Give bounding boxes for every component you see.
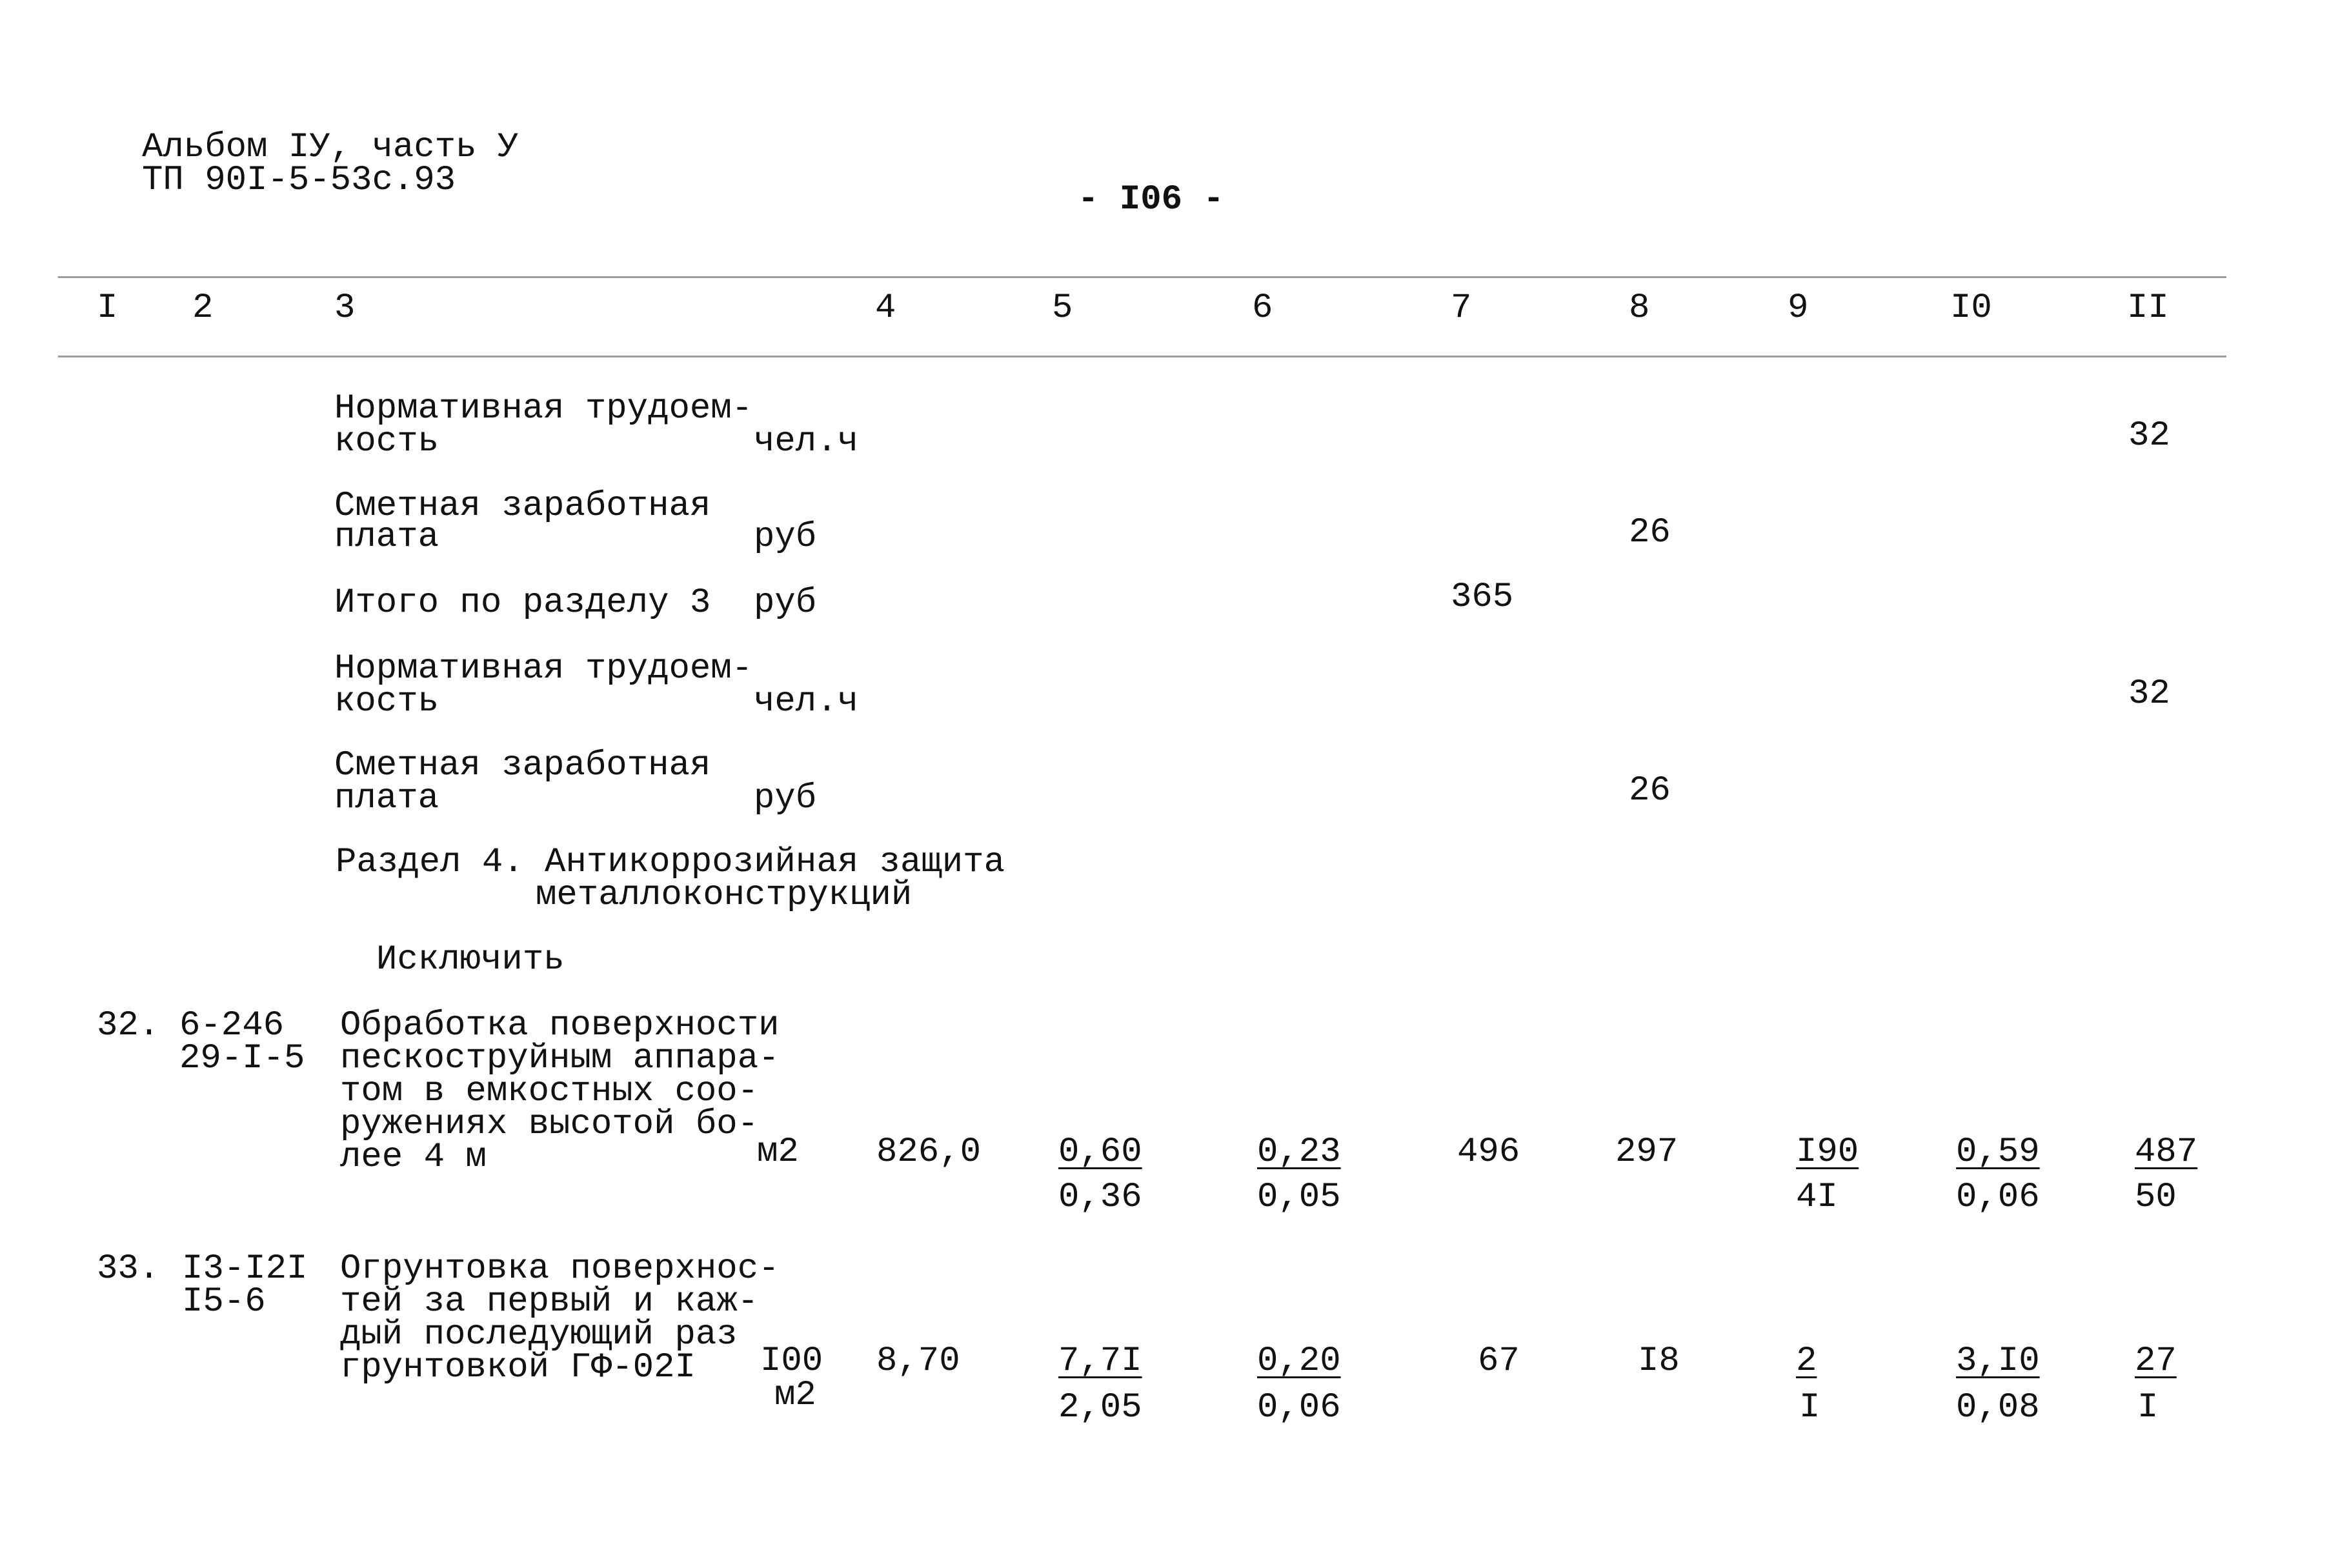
summary-unit: чел.ч <box>754 422 859 461</box>
unit-secondary: м2 <box>774 1376 816 1415</box>
album-title: Альбом IУ, часть У <box>142 128 519 167</box>
unit: I00 <box>760 1342 823 1381</box>
column-header: 6 <box>1252 288 1273 328</box>
summary-label: Нормативная трудоем- <box>334 389 753 428</box>
col8-value: I8 <box>1638 1342 1680 1381</box>
work-description: Огрунтовка поверхнос- тей за первый и ка… <box>340 1249 780 1387</box>
summary-value: 32 <box>2128 674 2170 714</box>
col11-bottom: I <box>2137 1388 2159 1427</box>
quantity: 826,0 <box>876 1132 982 1172</box>
column-header: 5 <box>1052 288 1073 328</box>
summary-value: 26 <box>1629 513 1671 552</box>
table-header-rule <box>58 356 2226 357</box>
summary-unit: руб <box>754 518 817 557</box>
rate-code: 6-246 <box>179 1006 285 1045</box>
exclude-label: Исключить <box>376 940 565 980</box>
summary-unit: руб <box>754 583 817 623</box>
summary-label: Нормативная трудоем- <box>334 649 753 689</box>
col5-bottom: 2,05 <box>1058 1388 1142 1427</box>
work-description: Обработка поверхности пескоструйным аппа… <box>340 1006 780 1177</box>
col9-top: 2 <box>1796 1342 1817 1381</box>
unit: м2 <box>757 1132 799 1172</box>
quantity: 8,70 <box>876 1342 960 1381</box>
col9-bottom: I <box>1799 1388 1820 1427</box>
summary-value: 26 <box>1629 771 1671 810</box>
row-number: 32. <box>97 1006 160 1045</box>
project-code: ТП 90I-5-53с.93 <box>142 161 456 200</box>
col6-bottom: 0,05 <box>1257 1178 1341 1217</box>
col7-value: 496 <box>1457 1132 1520 1172</box>
col9-bottom: 4I <box>1796 1178 1838 1217</box>
rate-code-secondary: I5-6 <box>182 1282 266 1322</box>
column-header: 4 <box>875 288 896 328</box>
table-top-rule <box>58 276 2226 278</box>
summary-label: кость <box>334 682 439 721</box>
col6-top: 0,20 <box>1257 1342 1341 1381</box>
section-title-continued: металлоконструкций <box>536 876 912 915</box>
column-header: 8 <box>1629 288 1650 328</box>
summary-label: плата <box>334 518 439 557</box>
col11-top: 27 <box>2135 1342 2177 1381</box>
column-header: II <box>2127 288 2169 328</box>
summary-value: 365 <box>1451 578 1514 617</box>
page-number: - I06 - <box>1078 180 1224 219</box>
summary-label: Сметная заработная <box>334 746 711 785</box>
column-header: I <box>97 288 118 328</box>
summary-label: Сметная заработная <box>334 487 711 526</box>
col5-top: 7,7I <box>1058 1342 1142 1381</box>
column-header: 2 <box>192 288 214 328</box>
rate-code-secondary: 29-I-5 <box>179 1039 305 1078</box>
col10-bottom: 0,08 <box>1956 1388 2040 1427</box>
col11-bottom: 50 <box>2135 1178 2177 1217</box>
col5-bottom: 0,36 <box>1058 1178 1142 1217</box>
summary-label: Итого по разделу 3 <box>334 583 711 623</box>
summary-label: плата <box>334 779 439 818</box>
row-number: 33. <box>97 1249 160 1289</box>
column-header: 3 <box>334 288 356 328</box>
section-title: Раздел 4. Антикоррозийная защита <box>336 843 1005 882</box>
col10-top: 3,I0 <box>1956 1342 2040 1381</box>
summary-unit: чел.ч <box>754 682 859 721</box>
col6-top: 0,23 <box>1257 1132 1341 1172</box>
summary-unit: руб <box>754 779 817 818</box>
col7-value: 67 <box>1478 1342 1520 1381</box>
col9-top: I90 <box>1796 1132 1859 1172</box>
col5-top: 0,60 <box>1058 1132 1142 1172</box>
col8-value: 297 <box>1615 1132 1679 1172</box>
col10-bottom: 0,06 <box>1956 1178 2040 1217</box>
col10-top: 0,59 <box>1956 1132 2040 1172</box>
column-header: I0 <box>1950 288 1992 328</box>
col6-bottom: 0,06 <box>1257 1388 1341 1427</box>
summary-label: кость <box>334 422 439 461</box>
summary-value: 32 <box>2128 416 2170 456</box>
col11-top: 487 <box>2135 1132 2198 1172</box>
column-header: 7 <box>1451 288 1472 328</box>
column-header: 9 <box>1788 288 1809 328</box>
rate-code: I3-I2I <box>182 1249 308 1289</box>
